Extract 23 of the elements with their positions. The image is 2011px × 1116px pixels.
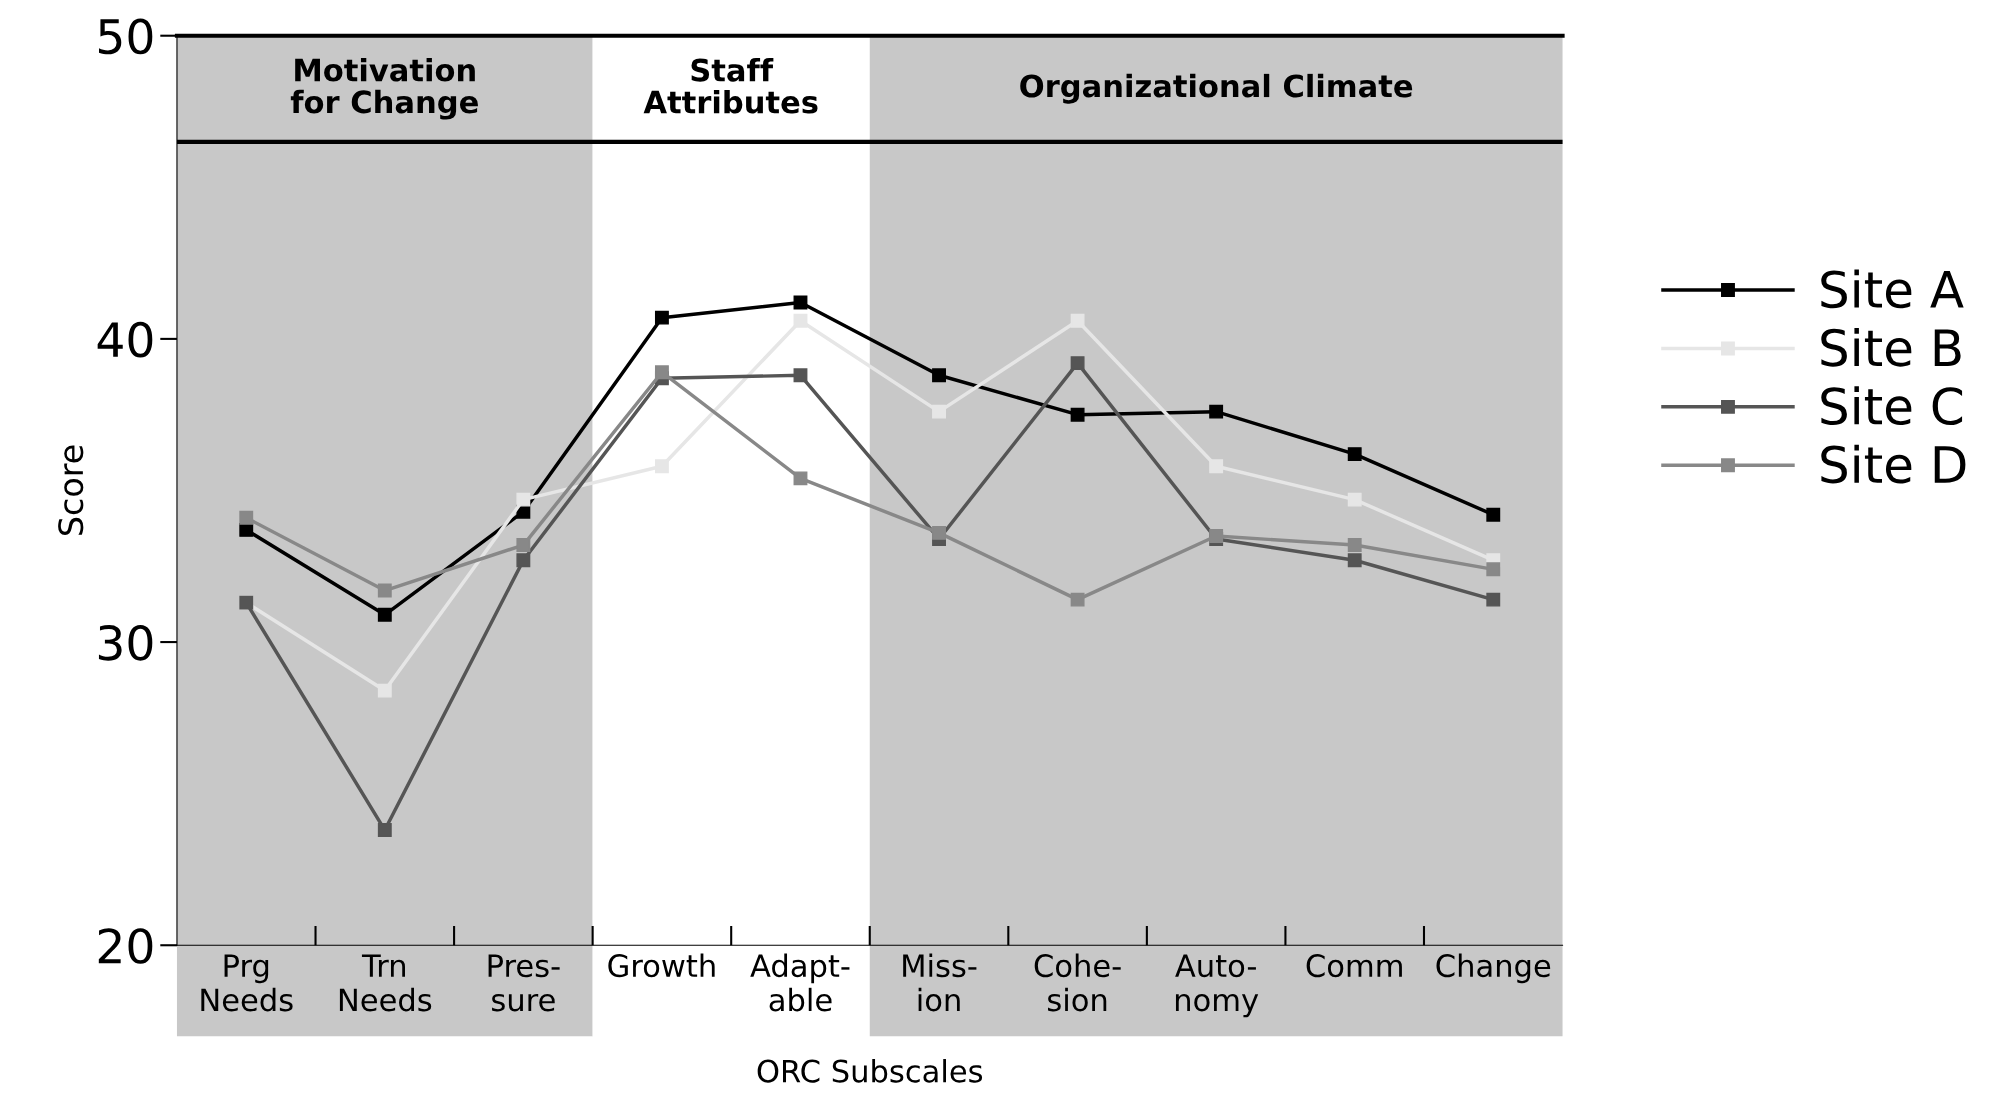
- y-tick-label: 30: [98, 624, 153, 661]
- x-tick-label: Auto- nomy: [1175, 954, 1259, 1018]
- x-tick-label: Change: [1436, 953, 1551, 984]
- band-label: Organizational Climate: [1020, 73, 1413, 104]
- x-tick-label: Growth: [608, 953, 715, 978]
- x-tick-label: Miss- ion: [903, 953, 977, 1012]
- legend-label: Site A: [1821, 269, 1964, 309]
- y-tick-label: 40: [97, 321, 153, 358]
- y-tick-label: 20: [98, 928, 153, 964]
- band-label: Staff Attributes: [643, 58, 818, 114]
- legend-label: Site B: [1821, 327, 1961, 367]
- band-label: Motivation for Change: [290, 57, 478, 120]
- x-tick-label: Adapt- able: [750, 953, 850, 1012]
- x-axis-title: ORC Subscales: [757, 1059, 983, 1083]
- x-tick-label: Prg Needs: [201, 954, 293, 1012]
- x-tick-label: Trn Needs: [339, 954, 432, 1012]
- x-tick-label: Comm: [1306, 954, 1402, 978]
- y-tick-label: 50: [98, 18, 153, 55]
- x-tick-label: Cohe- sion: [1034, 953, 1121, 1012]
- legend-label: Site C: [1821, 386, 1963, 426]
- legend-label: Site D: [1821, 444, 1966, 484]
- x-tick-label: Pres- sure: [488, 954, 560, 1012]
- y-axis-title: Score: [58, 445, 84, 535]
